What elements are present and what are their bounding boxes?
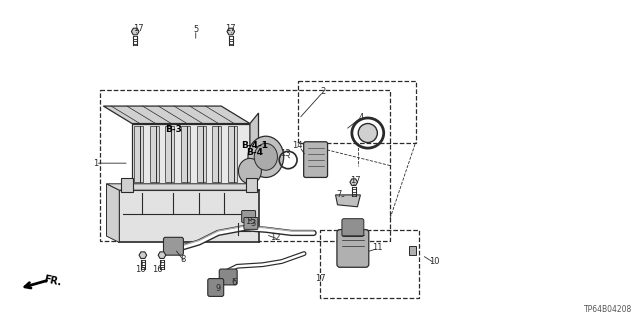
Ellipse shape [254,143,277,170]
Bar [246,178,257,192]
Polygon shape [409,246,415,255]
Text: 1: 1 [93,159,99,168]
Polygon shape [228,125,237,182]
Text: 17: 17 [315,275,325,284]
Polygon shape [350,179,358,186]
Text: 17: 17 [133,25,144,34]
Polygon shape [106,184,119,243]
Text: 13: 13 [280,149,291,158]
Polygon shape [131,28,139,35]
Text: 6: 6 [231,278,237,287]
Polygon shape [106,184,259,190]
Text: 8: 8 [180,255,186,264]
Text: FR.: FR. [43,275,63,288]
Ellipse shape [248,136,284,178]
Text: 16: 16 [152,265,163,274]
Text: 12: 12 [270,233,281,242]
Ellipse shape [358,124,378,142]
Polygon shape [139,252,147,259]
Polygon shape [165,125,174,182]
Text: 7: 7 [337,190,342,199]
Polygon shape [132,124,250,184]
Polygon shape [158,252,166,259]
Ellipse shape [239,158,261,184]
Text: B-4-1: B-4-1 [241,141,269,150]
Polygon shape [212,125,221,182]
FancyBboxPatch shape [303,142,328,178]
Polygon shape [196,125,205,182]
Text: 11: 11 [372,243,383,252]
Text: 9: 9 [216,284,221,293]
Text: 17: 17 [349,176,360,185]
Text: B-3: B-3 [165,125,182,134]
Bar [121,178,133,192]
Text: B-4: B-4 [246,148,264,156]
FancyBboxPatch shape [220,269,237,285]
Text: 16: 16 [135,265,146,274]
Text: TP64B04208: TP64B04208 [584,305,632,314]
Text: 14: 14 [292,141,303,150]
Polygon shape [103,106,250,124]
Text: 2: 2 [321,87,326,96]
Polygon shape [134,125,143,182]
Text: 3: 3 [250,219,256,228]
Polygon shape [227,28,235,35]
Text: 15: 15 [244,217,255,226]
Bar [119,190,259,243]
Polygon shape [335,195,360,207]
Text: 4: 4 [359,113,364,122]
FancyBboxPatch shape [163,237,184,255]
Polygon shape [150,125,159,182]
FancyBboxPatch shape [342,219,364,236]
Text: 5: 5 [193,25,198,35]
FancyBboxPatch shape [337,229,369,267]
Bar [320,230,419,298]
Text: 10: 10 [429,257,440,266]
Polygon shape [181,125,190,182]
FancyBboxPatch shape [244,218,258,229]
Polygon shape [250,113,259,184]
Bar [298,81,415,142]
Text: 17: 17 [225,25,236,34]
FancyBboxPatch shape [208,279,224,296]
Bar [100,90,390,241]
FancyBboxPatch shape [242,211,255,222]
